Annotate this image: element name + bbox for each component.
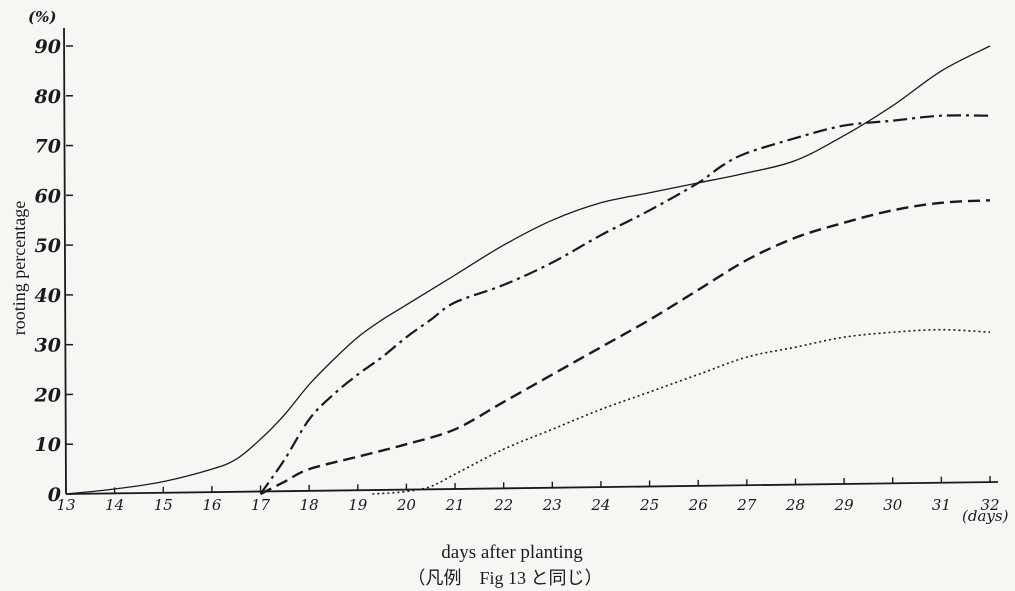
series-line-dashed: [259, 199, 991, 496]
x-tick-label: 13: [56, 496, 75, 514]
axes: [63, 27, 999, 495]
x-tick-label: 20: [396, 496, 417, 514]
x-tick-label: 25: [639, 496, 659, 514]
x-tick-label: 23: [542, 496, 562, 514]
y-tick-label: 60: [35, 185, 61, 207]
y-tick-label: 70: [35, 136, 61, 158]
y-ticks: 0 10 20 30 40 50 60 70 80 90: [34, 36, 73, 506]
series-layer: [65, 45, 991, 496]
x-tick-label: 18: [300, 496, 319, 514]
x-tick-label: 31: [932, 496, 951, 514]
x-tick-label: 22: [493, 496, 513, 514]
x-tick-label: 32: [980, 496, 999, 514]
x-tick-label: 28: [785, 496, 805, 514]
x-tick-label: 17: [251, 496, 271, 514]
x-tick-label: 27: [736, 496, 757, 514]
y-axis-title: rooting percentage: [9, 201, 29, 335]
x-tick-label: 26: [688, 496, 709, 514]
y-tick-label: 40: [35, 285, 61, 307]
x-axis-line: [65, 481, 999, 495]
x-tick-label: 30: [883, 496, 903, 514]
x-axis-title: days after planting: [441, 542, 583, 563]
series-line-dash-dot: [259, 114, 991, 495]
y-tick-label: 10: [35, 434, 61, 456]
y-tick-label: 30: [35, 335, 61, 357]
x-tick-label: 29: [834, 496, 855, 514]
y-tick-label: 90: [35, 36, 61, 58]
legend-note-caption: （凡例 Fig 13 と同じ）: [407, 568, 602, 588]
x-axis-unit: (days): [962, 507, 1009, 525]
y-axis-line: [63, 27, 67, 495]
y-tick-label: 50: [35, 235, 61, 257]
x-ticks: 13 14 15 16 17 18 19 20 21 22 23 24 25 26 27 28 29 30 31 32: [56, 476, 1000, 514]
y-tick-label: 20: [34, 384, 61, 406]
x-tick-label: 16: [202, 496, 222, 514]
y-axis-unit: (%): [28, 8, 56, 26]
series-line-dotted: [372, 328, 991, 495]
x-tick-label: 19: [348, 496, 368, 514]
x-tick-label: 15: [154, 496, 173, 514]
series-line-solid: [65, 45, 991, 495]
x-tick-label: 24: [590, 496, 610, 514]
x-tick-label: 14: [105, 496, 124, 514]
y-tick-label: 0: [48, 484, 61, 506]
y-tick-label: 80: [34, 86, 61, 108]
x-tick-label: 21: [445, 496, 465, 514]
